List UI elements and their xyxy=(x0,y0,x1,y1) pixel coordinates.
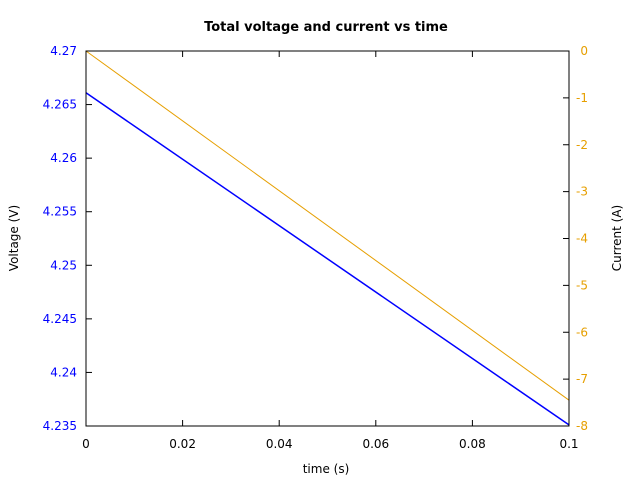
x-tick-label: 0.08 xyxy=(459,437,486,451)
y-right-tick-label: 0 xyxy=(580,44,588,58)
y-axis-right-label: Current (A) xyxy=(610,205,624,271)
y-left-tick-label: 4.255 xyxy=(43,205,77,219)
series-line-right xyxy=(85,50,570,401)
plot-frame xyxy=(85,50,570,427)
y-right-tick-label: -1 xyxy=(576,91,588,105)
x-tick-label: 0 xyxy=(82,437,90,451)
y-right-tick-label: -5 xyxy=(576,278,588,292)
y-left-tick-label: 4.26 xyxy=(50,151,77,165)
y-right-tick-label: -7 xyxy=(576,372,588,386)
chart-title: Total voltage and current vs time xyxy=(204,20,448,35)
y-right-tick-label: -6 xyxy=(576,325,588,339)
y-left-tick-label: 4.245 xyxy=(43,312,77,326)
x-tick-label: 0.02 xyxy=(169,437,196,451)
x-tick-label: 0.1 xyxy=(559,437,578,451)
y-right-tick-label: -8 xyxy=(576,419,588,433)
x-tick-label: 0.06 xyxy=(362,437,389,451)
x-tick-label: 0.04 xyxy=(266,437,293,451)
y-left-tick-label: 4.235 xyxy=(43,419,77,433)
y-axis-left-label: Voltage (V) xyxy=(7,205,21,271)
y-axis-right: -8 -7 -6 -5 -4 -3 -2 -1 0 xyxy=(563,44,588,433)
y-axis-left: 4.235 4.24 4.245 4.25 4.255 4.26 4.265 4.27 xyxy=(43,44,92,433)
series-layer xyxy=(85,50,570,426)
y-left-tick-label: 4.25 xyxy=(50,258,77,272)
x-axis-label: time (s) xyxy=(303,462,350,476)
y-right-tick-label: -4 xyxy=(576,232,588,246)
y-left-tick-label: 4.24 xyxy=(50,365,77,379)
series-line-left xyxy=(85,92,570,426)
x-axis: 0 0.02 0.04 0.06 0.08 0.1 xyxy=(82,51,579,451)
y-left-tick-label: 4.265 xyxy=(43,98,77,112)
y-left-tick-label: 4.27 xyxy=(50,44,77,58)
y-right-tick-label: -2 xyxy=(576,138,588,152)
y-right-tick-label: -3 xyxy=(576,185,588,199)
